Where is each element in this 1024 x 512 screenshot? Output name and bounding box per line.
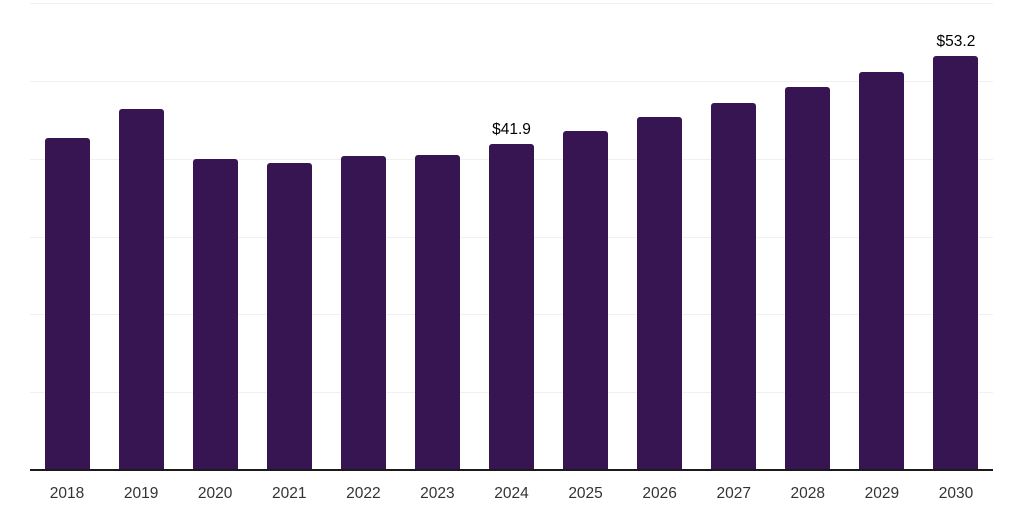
bar-2019 (118, 108, 164, 470)
bar-2025 (563, 130, 609, 470)
x-tick-label-2029: 2029 (864, 485, 900, 502)
x-tick-label-2026: 2026 (642, 485, 677, 502)
x-tick-label-2018: 2018 (49, 485, 85, 502)
bar-2029 (859, 72, 905, 470)
x-axis-line (30, 469, 993, 471)
x-tick-label-2028: 2028 (790, 485, 826, 502)
gridline (30, 3, 993, 4)
gridline (30, 80, 993, 82)
bar-2022 (340, 156, 386, 470)
x-tick-label-2030: 2030 (938, 485, 974, 502)
bar-2020 (192, 158, 238, 470)
x-tick-label-2027: 2027 (716, 485, 751, 502)
x-tick-label-2022: 2022 (346, 485, 381, 502)
x-tick-label-2025: 2025 (568, 485, 603, 502)
bar-2021 (266, 163, 312, 470)
bar-2026 (637, 116, 683, 470)
x-tick-label-2021: 2021 (272, 485, 307, 502)
bar-2023 (414, 154, 460, 470)
x-tick-label-2019: 2019 (123, 485, 159, 502)
bar-value-label-2024: $41.9 (492, 120, 531, 138)
bar-2018 (44, 137, 90, 470)
x-tick-label-2023: 2023 (420, 485, 455, 502)
bar-2024 (489, 143, 534, 470)
x-tick-label-2024: 2024 (494, 485, 529, 502)
bar-2028 (785, 87, 831, 470)
bar-2030 (933, 55, 979, 470)
bar-value-label-2030: $53.2 (936, 32, 976, 50)
x-tick-label-2020: 2020 (197, 485, 233, 502)
bar-2027 (711, 102, 757, 470)
